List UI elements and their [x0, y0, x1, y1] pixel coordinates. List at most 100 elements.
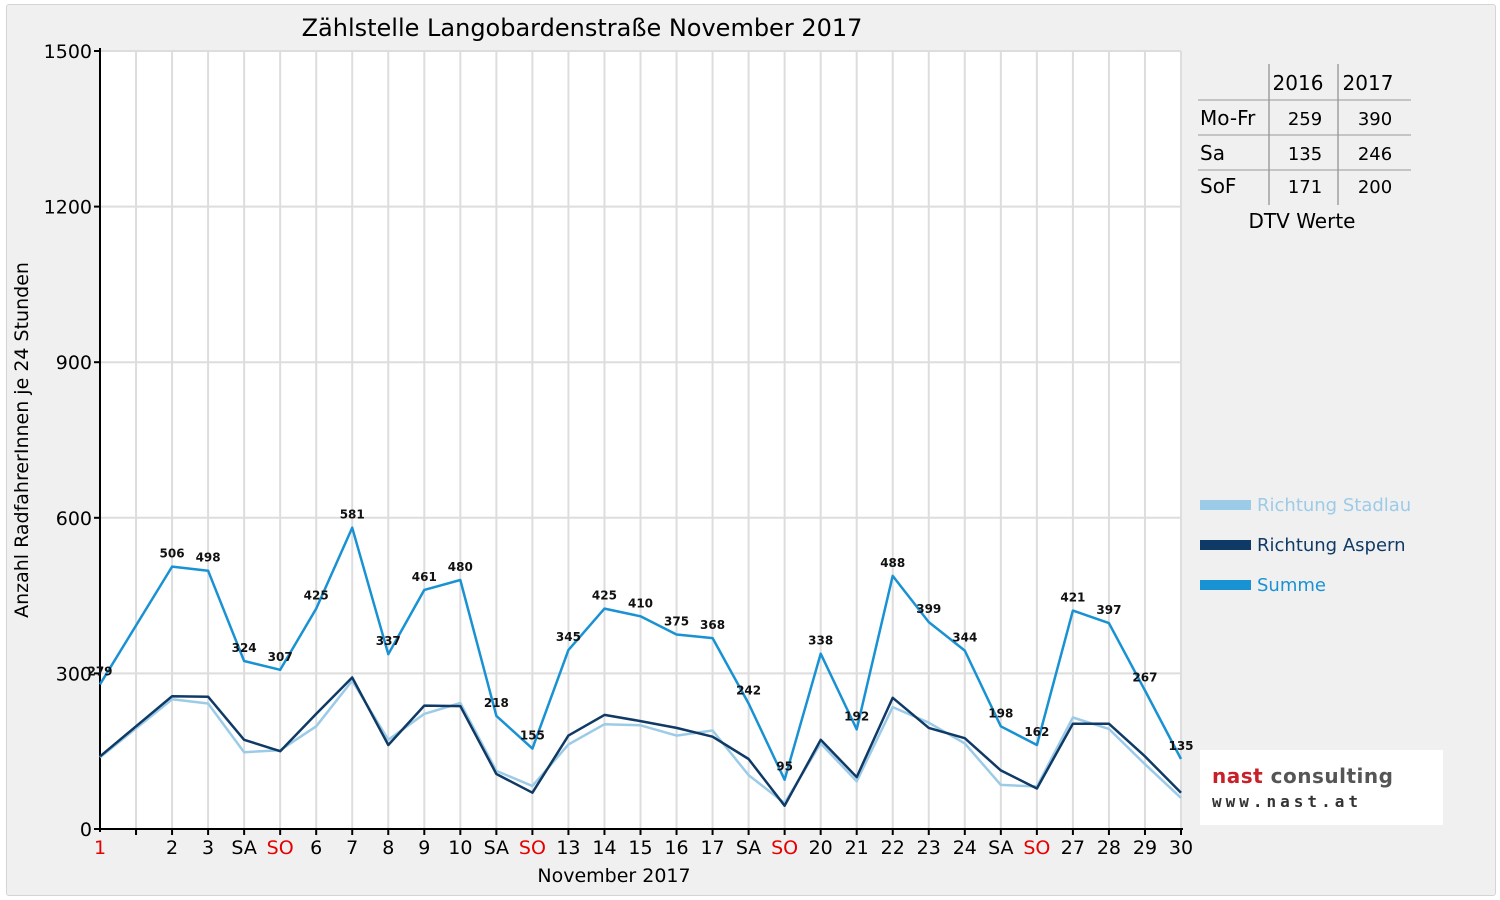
data-label: 324: [232, 641, 257, 655]
x-tick-label: SO: [267, 837, 294, 859]
table-row-label: SoF: [1200, 174, 1236, 198]
data-label: 135: [1168, 739, 1193, 753]
x-tick-label: 24: [953, 837, 977, 859]
data-label: 162: [1024, 725, 1049, 739]
x-tick-label: 15: [628, 837, 652, 859]
company-logo: nast consulting www.nast.at: [1200, 750, 1443, 825]
x-tick-label: SO: [1023, 837, 1050, 859]
y-tick-label: 300: [56, 663, 92, 685]
table-cell: 135: [1288, 144, 1322, 165]
legend-item-stadlau: Richtung Stadlau: [1200, 495, 1411, 516]
data-label: 461: [412, 570, 437, 584]
x-tick-label: 30: [1169, 837, 1193, 859]
x-tick-label: 22: [881, 837, 905, 859]
table-cell: 171: [1288, 177, 1322, 198]
data-label: 344: [952, 631, 977, 645]
table-caption: DTV Werte: [1249, 209, 1356, 233]
table-row-label: Sa: [1200, 141, 1225, 165]
x-tick-label: 9: [418, 837, 430, 859]
logo-name-part2: consulting: [1263, 764, 1394, 788]
x-tick-label: 28: [1097, 837, 1121, 859]
data-label: 155: [520, 729, 545, 743]
x-tick-label: SA: [231, 837, 256, 859]
data-label: 506: [160, 547, 185, 561]
x-tick-label: 10: [448, 837, 472, 859]
x-tick-label: 6: [310, 837, 322, 859]
table-cell: 246: [1358, 144, 1392, 165]
legend-label: Richtung Aspern: [1257, 535, 1406, 556]
x-tick-label: 8: [382, 837, 394, 859]
logo-wordmark: nast consulting: [1212, 764, 1393, 788]
data-label: 368: [700, 618, 725, 632]
y-tick-label: 1500: [44, 41, 92, 63]
series-line-summe: [98, 526, 1183, 781]
data-label: 267: [1132, 671, 1157, 685]
legend-item-summe: Summe: [1200, 575, 1326, 596]
data-label: 279: [87, 664, 112, 678]
data-label: 338: [808, 634, 833, 648]
legend-item-aspern: Richtung Aspern: [1200, 535, 1406, 556]
data-label: 425: [304, 589, 329, 603]
data-label: 242: [736, 683, 761, 697]
data-label: 307: [268, 650, 293, 664]
data-label: 345: [556, 630, 581, 644]
data-label: 192: [844, 709, 869, 723]
x-tick-label: 27: [1061, 837, 1085, 859]
series-line-stadlau: [99, 679, 1182, 805]
legend-label: Richtung Stadlau: [1257, 495, 1411, 516]
x-tick-label: 14: [592, 837, 616, 859]
x-tick-label: SO: [771, 837, 798, 859]
logo-name-part1: nast: [1212, 764, 1264, 788]
chart-title: Zählstelle Langobardenstraße November 20…: [302, 14, 863, 42]
x-tick-label: 3: [202, 837, 214, 859]
data-label: 421: [1060, 591, 1085, 605]
y-tick-label: 0: [80, 819, 92, 841]
x-tick-label: SA: [736, 837, 761, 859]
data-label: 581: [340, 508, 365, 522]
data-labels: 279 506 498 324 307 425 581 337 461 480 218 155 345 4…: [87, 508, 1193, 774]
x-tick-label: 13: [556, 837, 580, 859]
grid: [100, 50, 1182, 829]
table-header-2017: 2017: [1343, 71, 1394, 95]
series-line-aspern: [99, 676, 1182, 807]
data-label: 488: [880, 556, 905, 570]
data-label: 397: [1096, 603, 1121, 617]
data-label: 410: [628, 596, 653, 610]
table-cell: 200: [1358, 177, 1392, 198]
y-tick-label: 900: [56, 352, 92, 374]
data-label: 95: [776, 760, 793, 774]
dtv-table: 2016 2017 Mo-Fr 259 390 Sa 135 246 SoF 1…: [1198, 64, 1411, 233]
legend-swatch-summe: [1200, 580, 1251, 590]
x-axis-label: November 2017: [537, 865, 690, 887]
x-ticks: 1 2 3 SA SO 6 7 8 9 10 SA SO 13 14 15 16 17 SA SO 20 21 22 23 2…: [94, 829, 1193, 859]
data-label: 218: [484, 696, 509, 710]
data-label: 198: [988, 706, 1013, 720]
data-label: 425: [592, 589, 617, 603]
x-tick-label: SA: [988, 837, 1013, 859]
x-tick-label: SO: [519, 837, 546, 859]
x-tick-label: 2: [166, 837, 178, 859]
x-tick-label: 21: [845, 837, 869, 859]
legend-swatch-aspern: [1200, 540, 1251, 550]
table-header-2016: 2016: [1273, 71, 1324, 95]
y-axis-label: Anzahl RadfahrerInnen je 24 Stunden: [11, 262, 33, 618]
table-row-label: Mo-Fr: [1200, 106, 1256, 130]
legend-swatch-stadlau: [1200, 500, 1251, 510]
x-tick-label: 29: [1133, 837, 1157, 859]
legend: Richtung Stadlau Richtung Aspern Summe: [1200, 495, 1411, 596]
x-tick-label: 17: [700, 837, 724, 859]
x-tick-label: 16: [664, 837, 688, 859]
x-tick-label: 20: [809, 837, 833, 859]
series: [98, 526, 1183, 807]
data-label: 480: [448, 560, 473, 574]
logo-url: www.nast.at: [1212, 792, 1362, 811]
y-ticks: 0 300 600 900 1200 1500: [44, 41, 100, 841]
data-label: 498: [196, 551, 221, 565]
data-label: 399: [916, 602, 941, 616]
legend-label: Summe: [1257, 575, 1326, 596]
data-label: 337: [376, 634, 401, 648]
table-cell: 390: [1358, 109, 1392, 130]
y-tick-label: 600: [56, 508, 92, 530]
x-tick-label: 7: [346, 837, 358, 859]
